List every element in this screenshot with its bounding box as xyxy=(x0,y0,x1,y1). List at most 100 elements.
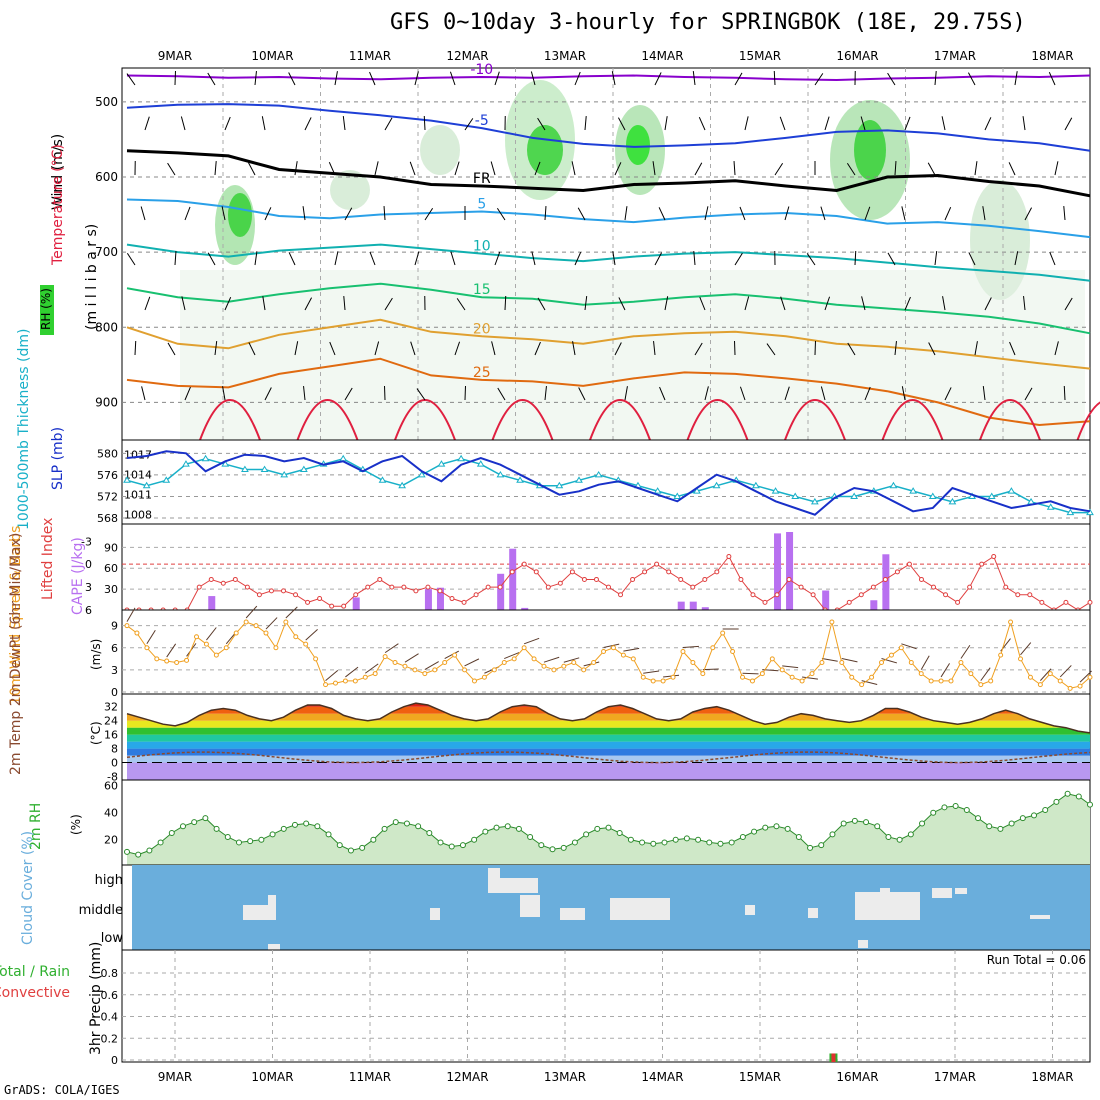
li-tick-label: 0 xyxy=(85,558,92,571)
wind-speed-marker xyxy=(224,646,228,650)
li-marker xyxy=(763,600,767,604)
rh-marker xyxy=(382,826,387,831)
li-marker xyxy=(522,562,526,566)
rh-marker xyxy=(393,820,398,825)
wind-speed-marker xyxy=(423,672,427,676)
temp-unit-label: (°C) xyxy=(89,721,103,745)
rh-marker xyxy=(516,826,521,831)
meteogram: 9MAR 10MAR 11MAR 12MAR 13MAR 14MAR 15MAR 16MAR 1… xyxy=(0,0,1100,1100)
rh-shading xyxy=(854,120,886,180)
rh-marker xyxy=(841,821,846,826)
rh-marker xyxy=(136,852,141,857)
rh-marker xyxy=(964,808,969,813)
wind-speed-marker xyxy=(870,675,874,679)
wind-speed-marker xyxy=(145,646,149,650)
rh-marker xyxy=(225,835,230,840)
rh-shading xyxy=(180,270,1085,440)
rh-marker xyxy=(651,841,656,846)
precip-frame xyxy=(122,950,1090,1062)
wind-speed-marker xyxy=(701,672,705,676)
wind-speed-marker xyxy=(274,646,278,650)
li-marker xyxy=(992,555,996,559)
rh-marker xyxy=(808,845,813,850)
wind-speed-marker xyxy=(661,679,665,683)
wind-speed-marker xyxy=(443,661,447,665)
wind-speed-marker xyxy=(1088,675,1092,679)
cloud-cell xyxy=(745,905,755,915)
temp-axis-label: 2m Temp 2m DewPt (6hr Min/Max) xyxy=(8,533,24,775)
isotherm-label: 15 xyxy=(473,282,491,298)
li-marker xyxy=(534,570,538,574)
li-marker xyxy=(414,589,418,593)
rh-marker xyxy=(998,826,1003,831)
rh-marker xyxy=(953,803,958,808)
wind-speed-marker xyxy=(403,664,407,668)
wind-speed-marker xyxy=(651,679,655,683)
cloud-axis-label: Cloud Cover (%) xyxy=(20,831,36,945)
top-date-label: 14MAR xyxy=(641,49,683,63)
li-marker xyxy=(980,562,984,566)
rh-tick-label: 60 xyxy=(104,780,118,793)
wind-speed-marker xyxy=(621,653,625,657)
thickness-tick-label: 576 xyxy=(97,469,118,482)
cloud-cell xyxy=(488,868,500,893)
rh-marker xyxy=(528,835,533,840)
wind-tick-label: 3 xyxy=(111,664,118,677)
top-date-label: 12MAR xyxy=(446,49,488,63)
li-marker xyxy=(209,577,213,581)
wind-speed-marker xyxy=(373,672,377,676)
rh-marker xyxy=(1054,799,1059,804)
rh-marker xyxy=(550,847,555,852)
cloud-cell xyxy=(880,888,890,918)
li-marker xyxy=(883,577,887,581)
cloud-cell xyxy=(955,888,967,894)
cloud-cell xyxy=(243,905,268,920)
li-marker xyxy=(1028,593,1032,597)
top-date-label: 17MAR xyxy=(934,49,976,63)
precip-tick-label: 0 xyxy=(111,1054,118,1067)
li-marker xyxy=(233,577,237,581)
wind-speed-marker xyxy=(899,646,903,650)
rh-marker xyxy=(673,837,678,842)
wind-speed-marker xyxy=(1038,683,1042,687)
li-marker xyxy=(1004,585,1008,589)
li-marker xyxy=(498,585,502,589)
rh-marker xyxy=(931,810,936,815)
temp-tick-label: 24 xyxy=(104,715,118,728)
grads-credit: GrADS: COLA/IGES xyxy=(4,1083,120,1097)
precip-axis-label: 3hr Precip (mm) xyxy=(88,942,104,1055)
li-marker xyxy=(486,585,490,589)
wind-speed-marker xyxy=(294,635,298,639)
bottom-date-label: 13MAR xyxy=(544,1070,586,1084)
cape-bar xyxy=(774,533,781,610)
rh-marker xyxy=(326,832,331,837)
temp-band xyxy=(127,749,1090,756)
rh-marker xyxy=(595,826,600,831)
isotherm-label: -10 xyxy=(470,62,493,78)
wind-speed-marker xyxy=(760,672,764,676)
li-marker xyxy=(294,593,298,597)
rh-marker xyxy=(281,826,286,831)
bottom-date-label: 10MAR xyxy=(251,1070,293,1084)
rh-marker xyxy=(684,836,689,841)
temp-band xyxy=(127,735,1090,742)
rh-marker xyxy=(561,845,566,850)
wind-speed-marker xyxy=(512,657,516,661)
rh-marker xyxy=(796,835,801,840)
li-tick-label: 6 xyxy=(85,604,92,617)
rh-marker xyxy=(169,830,174,835)
li-marker xyxy=(787,577,791,581)
bottom-date-label: 9MAR xyxy=(158,1070,193,1084)
wind-speed-marker xyxy=(731,649,735,653)
rh-shading xyxy=(626,125,650,165)
li-marker xyxy=(799,585,803,589)
li-marker xyxy=(715,570,719,574)
li-marker xyxy=(269,589,273,593)
wind-speed-marker xyxy=(602,649,606,653)
isotherm-label: 5 xyxy=(477,197,486,213)
li-marker xyxy=(474,593,478,597)
wind-speed-marker xyxy=(880,661,884,665)
li-marker xyxy=(197,585,201,589)
rh-marker xyxy=(236,840,241,845)
li-marker xyxy=(751,593,755,597)
